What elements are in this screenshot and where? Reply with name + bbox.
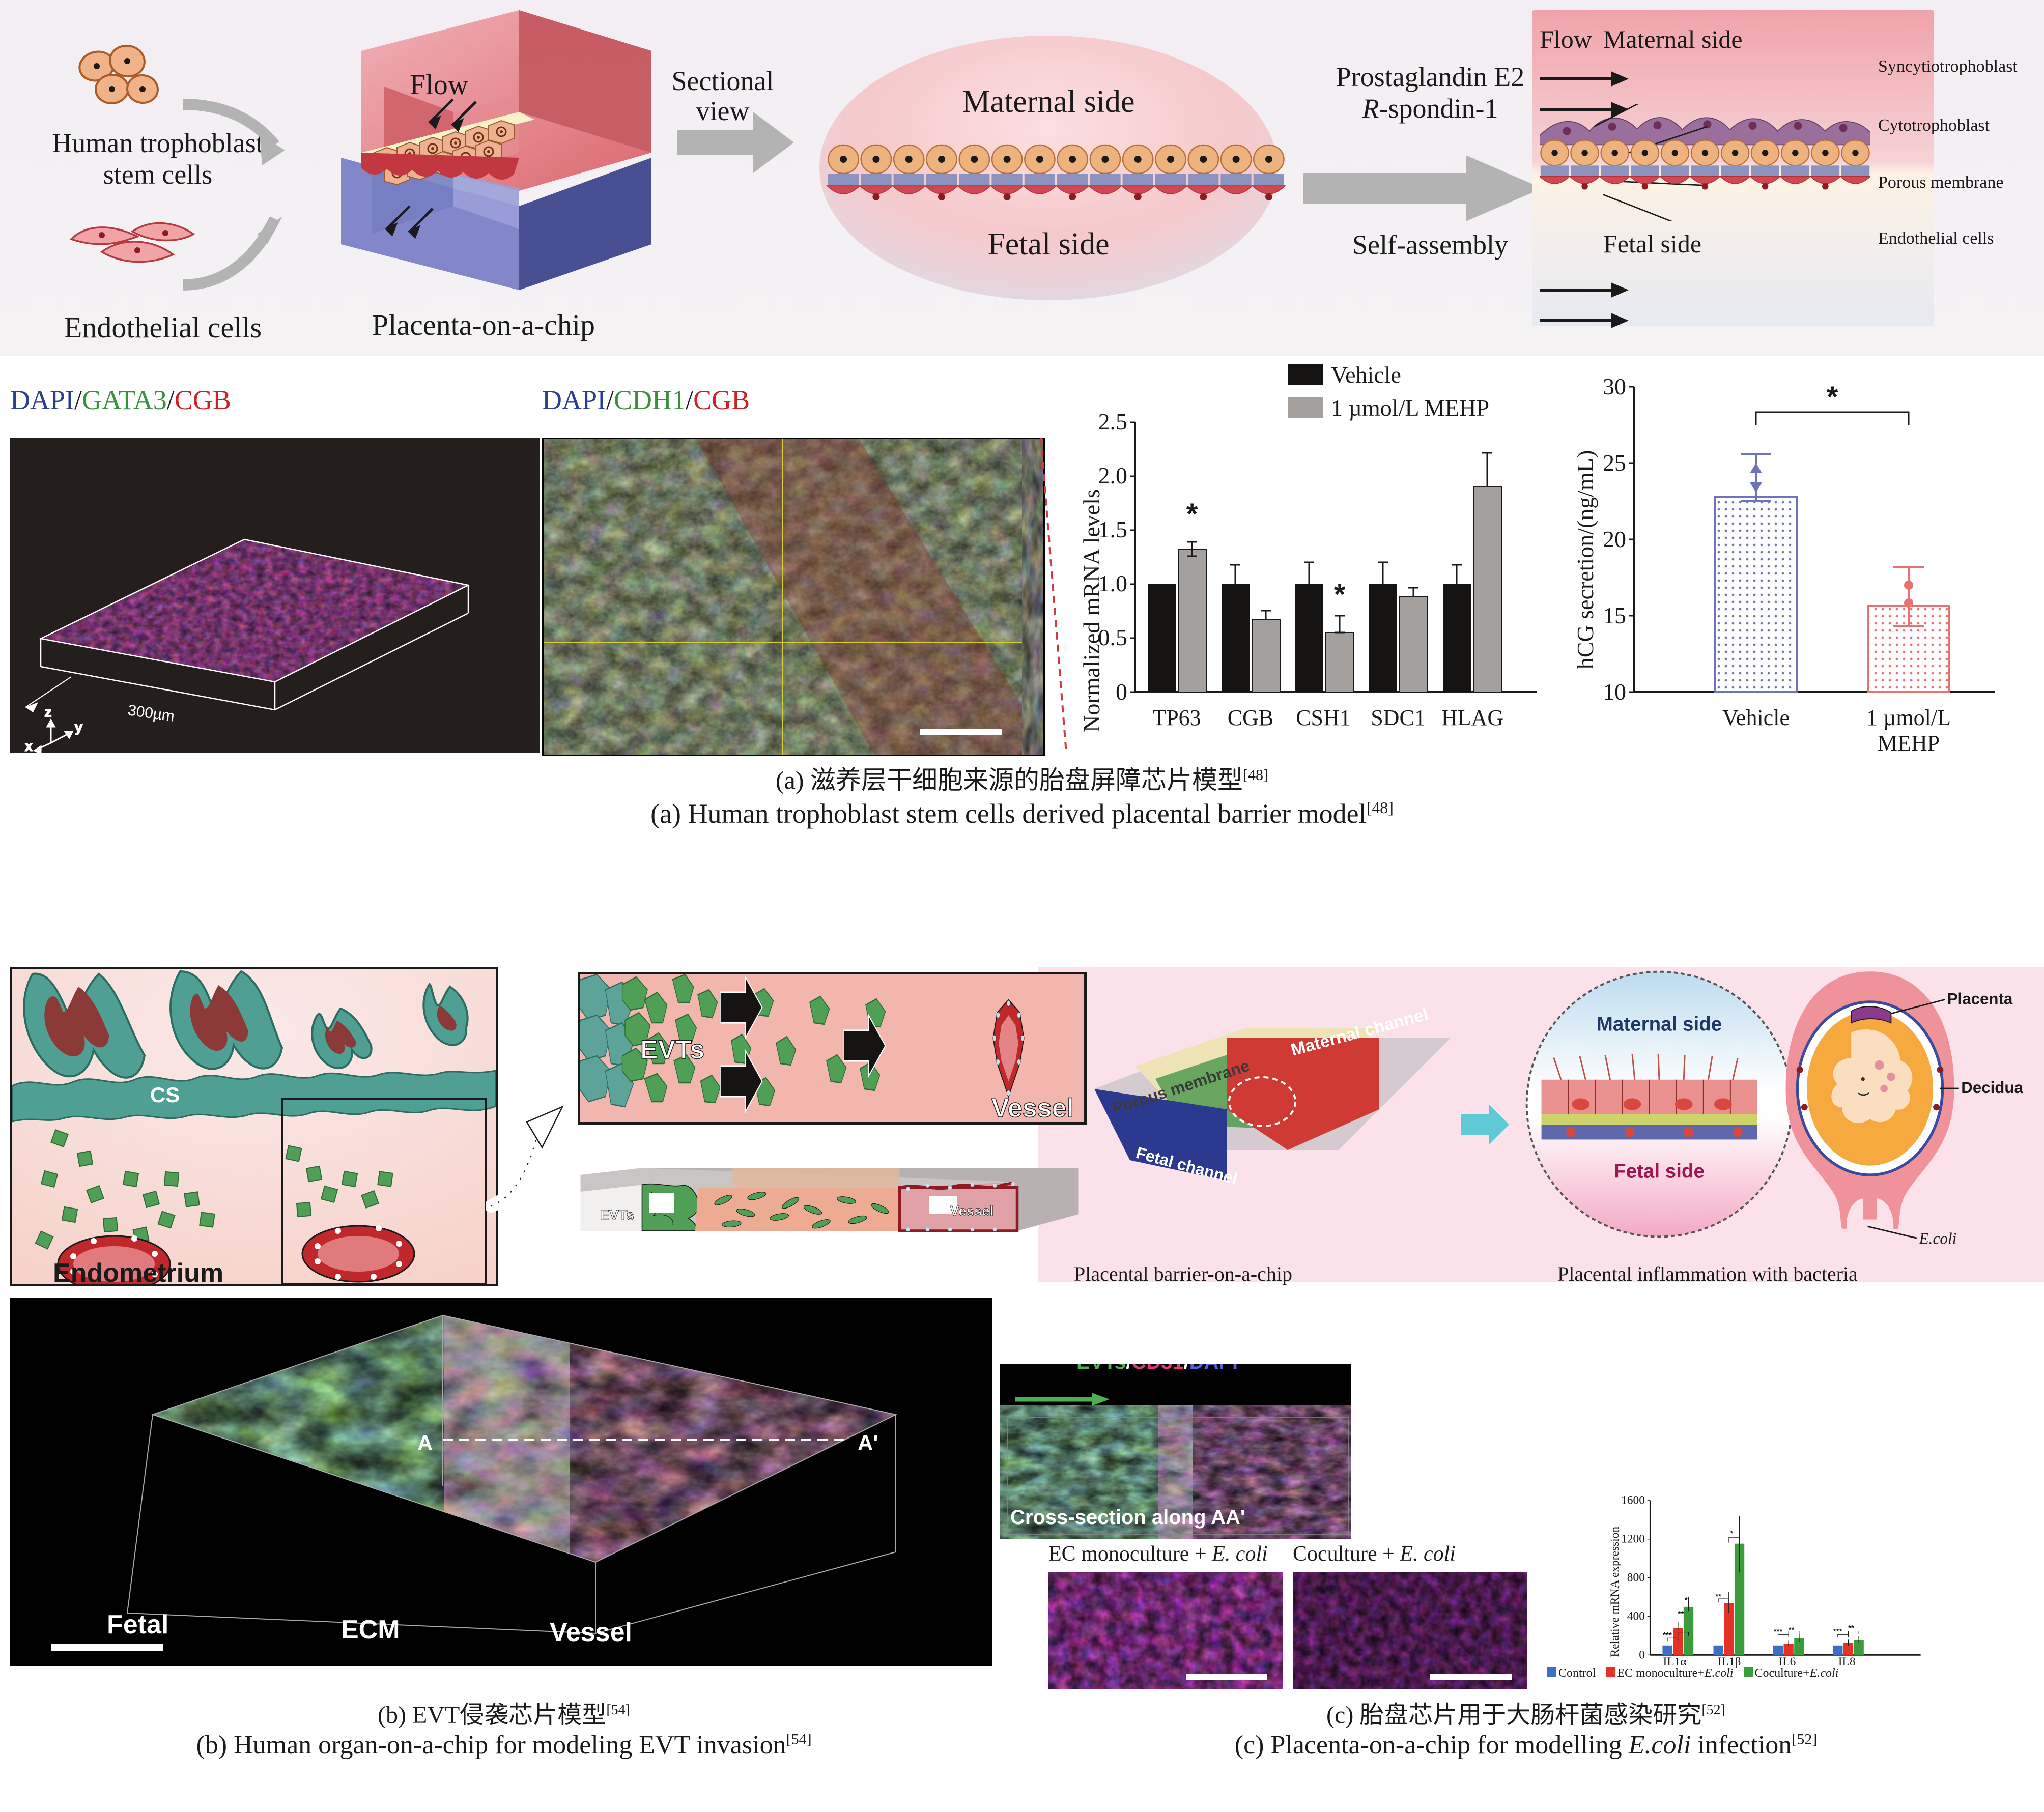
svg-text:EVTs/CD31/DAPI: EVTs/CD31/DAPI	[1076, 1364, 1238, 1373]
svg-text:*: *	[1685, 1596, 1688, 1604]
svg-text:Decidua: Decidua	[1961, 1079, 2023, 1097]
svg-text:1 µmol/L MEHP: 1 µmol/L MEHP	[1331, 395, 1489, 421]
svg-text:Relative mRNA expression: Relative mRNA expression	[1608, 1527, 1622, 1657]
svg-text:y: y	[75, 720, 82, 735]
svg-text:2.5: 2.5	[1098, 409, 1128, 435]
svg-text:CGB: CGB	[1228, 705, 1273, 730]
svg-text:CS: CS	[150, 1083, 180, 1107]
svg-text:Vessel: Vessel	[950, 1203, 994, 1219]
svg-text:*: *	[1730, 1529, 1733, 1538]
svg-text:Flow: Flow	[410, 69, 469, 101]
svg-text:MEHP: MEHP	[1878, 731, 1940, 756]
svg-text:Vehicle: Vehicle	[1722, 705, 1790, 730]
svg-text:Normalized mRNA levels: Normalized mRNA levels	[1078, 489, 1104, 732]
svg-text:400: 400	[1627, 1609, 1645, 1623]
svg-text:hCG secretion/(ng/mL): hCG secretion/(ng/mL)	[1572, 450, 1598, 670]
svg-text:Maternal side: Maternal side	[1597, 1013, 1722, 1035]
svg-text:Fetal side: Fetal side	[987, 227, 1109, 262]
svg-text:Fetal side: Fetal side	[1614, 1161, 1705, 1183]
svg-text:TP63: TP63	[1152, 705, 1201, 730]
svg-text:A': A'	[858, 1431, 878, 1455]
svg-text:0: 0	[1116, 679, 1127, 705]
svg-text:Fetal: Fetal	[107, 1610, 168, 1640]
svg-text:EVTs: EVTs	[640, 1035, 704, 1065]
svg-text:Vessel: Vessel	[991, 1094, 1074, 1122]
svg-text:*: *	[1186, 498, 1198, 531]
svg-text:1200: 1200	[1621, 1533, 1645, 1546]
svg-text:800: 800	[1627, 1571, 1645, 1585]
svg-text:Placenta: Placenta	[1947, 990, 2013, 1008]
svg-text:z: z	[45, 704, 51, 720]
svg-text:Cross-section along AA': Cross-section along AA'	[1010, 1506, 1245, 1529]
svg-text:**: **	[1678, 1610, 1684, 1619]
svg-text:x: x	[25, 738, 32, 753]
svg-text:25: 25	[1603, 450, 1626, 476]
svg-text:ECM: ECM	[341, 1615, 400, 1645]
svg-text:2.0: 2.0	[1098, 463, 1128, 488]
svg-text:CSH1: CSH1	[1296, 705, 1351, 730]
svg-text:Vehicle: Vehicle	[1331, 362, 1401, 388]
svg-text:Vessel: Vessel	[550, 1618, 632, 1647]
svg-text:*: *	[1827, 381, 1838, 414]
svg-text:EVTs: EVTs	[600, 1207, 634, 1223]
svg-text:15: 15	[1603, 602, 1626, 628]
svg-text:0: 0	[1639, 1648, 1645, 1661]
svg-text:HLAG: HLAG	[1441, 705, 1503, 730]
svg-text:A: A	[417, 1431, 433, 1455]
svg-text:10: 10	[1603, 679, 1626, 705]
svg-text:SDC1: SDC1	[1371, 705, 1426, 730]
svg-text:20: 20	[1603, 526, 1626, 552]
svg-text:30: 30	[1603, 373, 1626, 399]
svg-text:Maternal side: Maternal side	[962, 84, 1134, 119]
svg-text:E.coli: E.coli	[1919, 1229, 1957, 1247]
svg-text:300µm: 300µm	[127, 702, 176, 725]
svg-text:Endometrium: Endometrium	[53, 1258, 223, 1284]
svg-text:*: *	[1334, 578, 1346, 611]
svg-text:**: **	[1788, 1626, 1795, 1634]
svg-text:1600: 1600	[1621, 1494, 1645, 1507]
svg-text:1 µmol/L: 1 µmol/L	[1866, 705, 1951, 730]
